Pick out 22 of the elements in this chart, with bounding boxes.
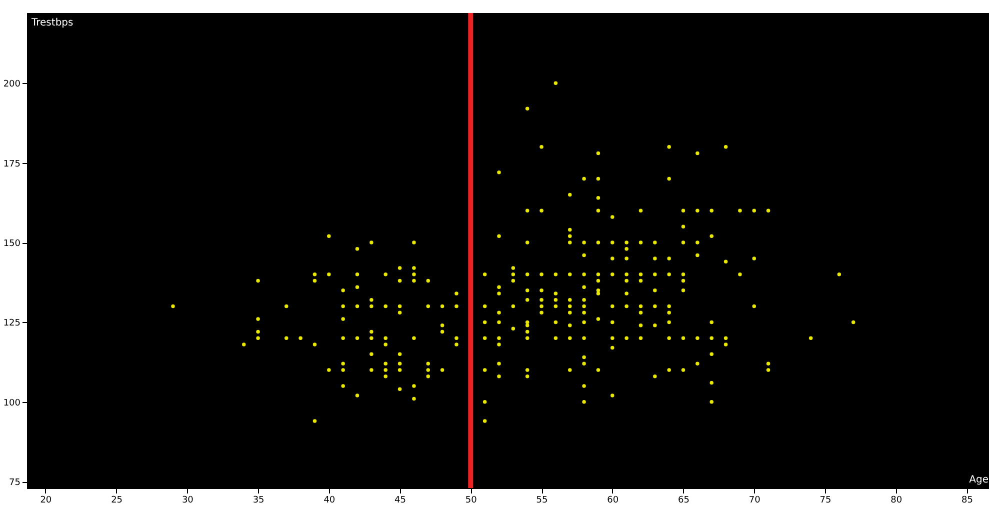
x-tick-label: 65 bbox=[678, 496, 690, 506]
x-tick-label: 55 bbox=[536, 496, 548, 506]
x-tick-label: 50 bbox=[465, 496, 478, 506]
x-tick-label: 85 bbox=[962, 496, 973, 506]
x-tick-label: 35 bbox=[252, 496, 264, 506]
x-tick-label: 45 bbox=[394, 496, 406, 506]
x-tick-label: 40 bbox=[324, 496, 336, 506]
x-tick-label: 25 bbox=[111, 496, 123, 506]
x-tick-label: 70 bbox=[748, 496, 761, 506]
x-tick-label: 80 bbox=[890, 496, 902, 506]
y-axis-title: Trestbps bbox=[30, 18, 74, 28]
y-tick-label: 100 bbox=[3, 398, 21, 408]
y-tick-label: 175 bbox=[3, 159, 20, 170]
y-tick-label: 200 bbox=[3, 80, 21, 90]
x-tick-label: 30 bbox=[182, 496, 194, 506]
x-tick-label: 75 bbox=[820, 496, 832, 506]
x-tick-label: 60 bbox=[607, 496, 619, 506]
x-axis-title: Age bbox=[969, 474, 988, 486]
y-tick-label: 75 bbox=[9, 478, 20, 488]
x-tick-label: 20 bbox=[40, 496, 52, 506]
y-tick-label: 150 bbox=[3, 239, 21, 250]
y-tick-label: 125 bbox=[3, 318, 20, 329]
